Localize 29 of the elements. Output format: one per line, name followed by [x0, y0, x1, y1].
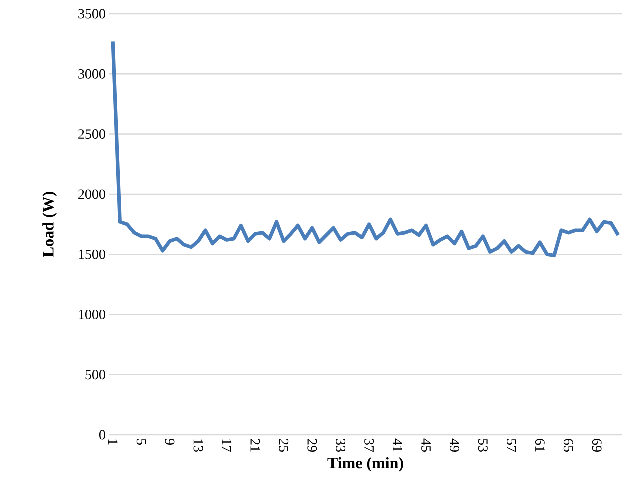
y-tick-label: 0: [100, 430, 106, 440]
x-tick-label: 61: [535, 439, 545, 452]
x-tick-label: 25: [279, 439, 289, 452]
line-series: [111, 40, 620, 258]
y-tick-label: 2500: [78, 130, 106, 140]
y-axis-title: Load (W): [42, 192, 58, 258]
x-tick-label: 17: [222, 440, 232, 452]
x-tick-label: 65: [564, 439, 574, 452]
y-tick-label: 2000: [78, 190, 106, 200]
x-tick-label: 37: [364, 439, 374, 452]
x-axis-title: Time (min): [328, 457, 404, 472]
y-tick-label: 500: [86, 370, 106, 380]
x-tick-label: 49: [450, 438, 460, 452]
x-tick-label: 33: [336, 439, 346, 452]
x-tick-label: 29: [308, 439, 318, 452]
x-tick-label: 1: [108, 440, 118, 445]
y-tick-label: 1500: [79, 250, 106, 260]
x-tick-label: 57: [507, 439, 516, 452]
x-tick-label: 69: [592, 439, 602, 452]
x-tick-label: 53: [478, 439, 488, 452]
x-tick-label: 41: [393, 438, 402, 452]
x-tick-label: 13: [194, 440, 204, 452]
x-tick-label: 5: [136, 439, 146, 445]
y-tick-label: 1000: [79, 310, 106, 320]
x-tick-label: 45: [422, 438, 431, 452]
x-tick-label: 21: [250, 439, 260, 452]
y-tick-label: 3500: [78, 9, 106, 19]
x-tick-label: 9: [165, 438, 175, 445]
y-tick-label: 3000: [78, 69, 106, 79]
